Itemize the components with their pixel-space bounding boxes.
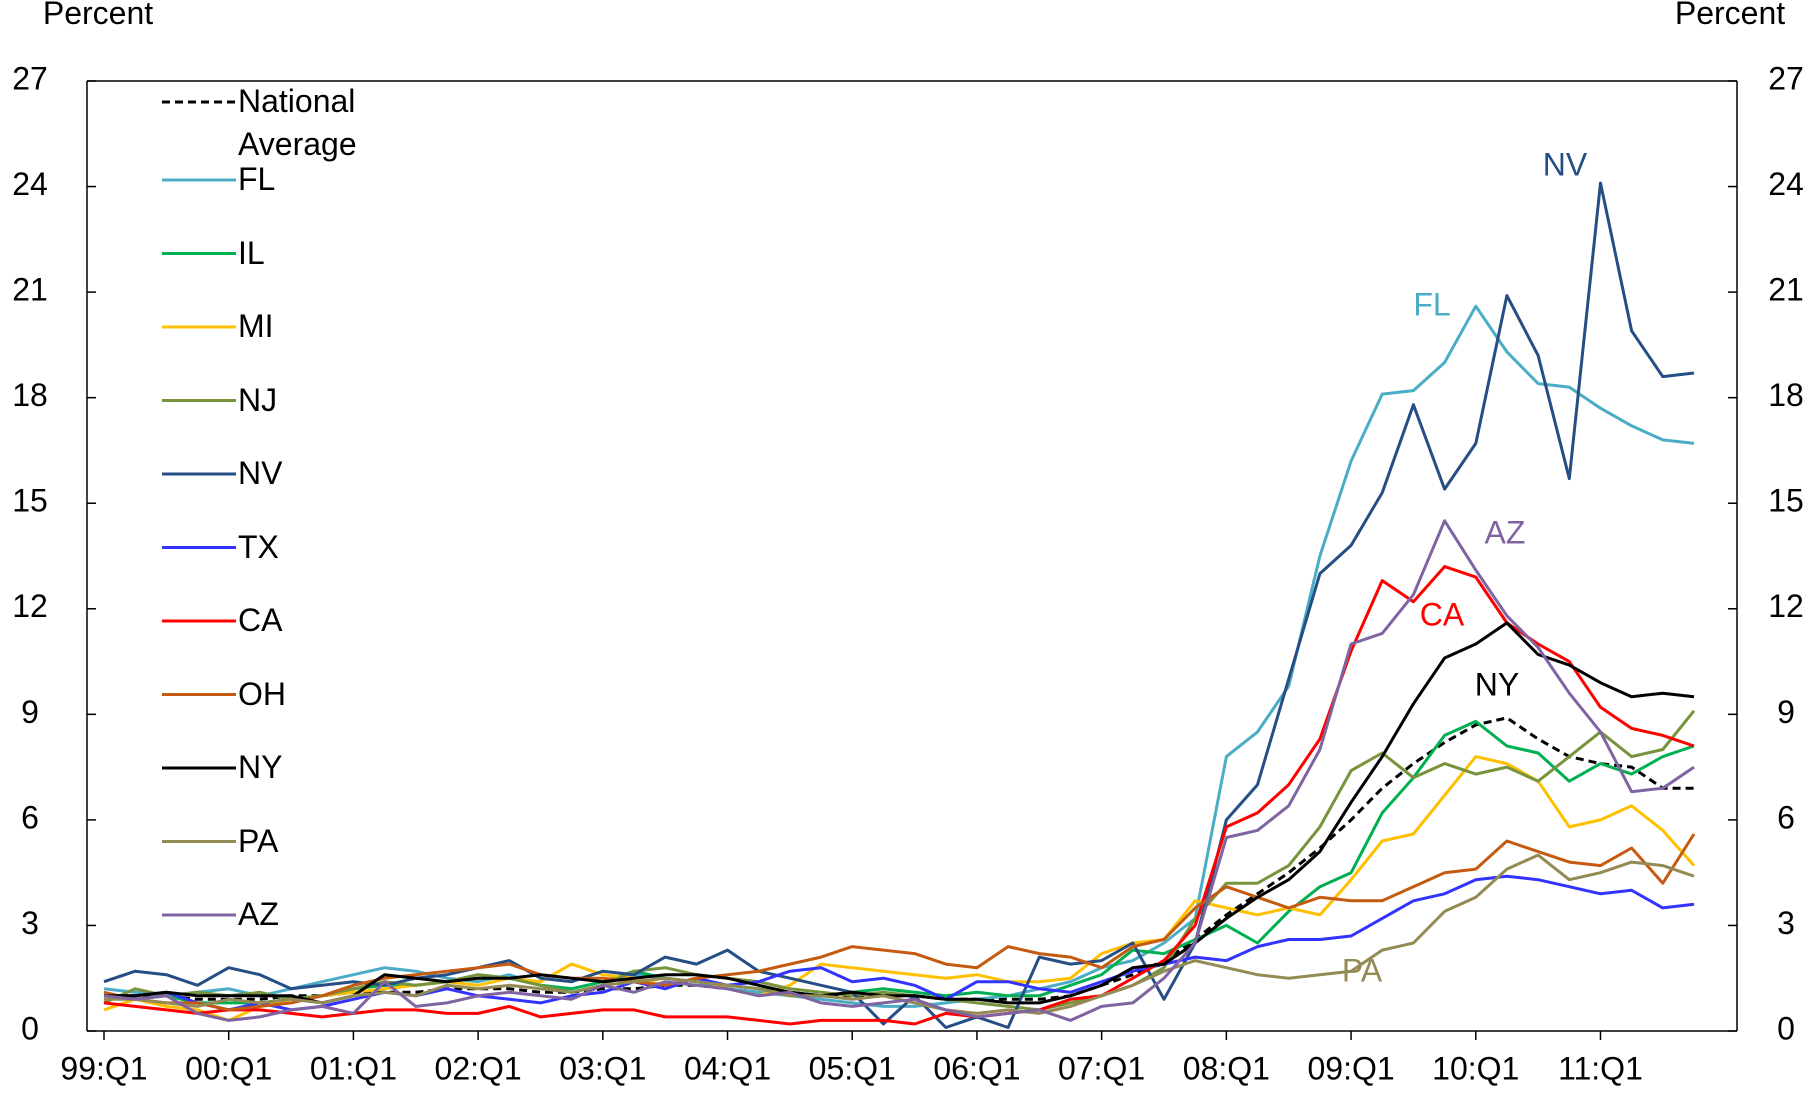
legend-label: MI — [238, 308, 274, 344]
y2-axis-label: Percent — [1675, 0, 1785, 31]
y2-tick-label: 12 — [1768, 588, 1804, 624]
y2-tick-label: 9 — [1777, 694, 1795, 730]
y2-tick-label: 6 — [1777, 799, 1795, 835]
series-line — [103, 519, 1695, 1022]
x-tick-label: 11:Q1 — [1558, 1050, 1643, 1086]
series-line — [103, 833, 1696, 1012]
legend-label: OH — [238, 675, 286, 712]
y2-tick-label: 0 — [1777, 1010, 1795, 1046]
series-annotation: FL — [1413, 286, 1450, 322]
series-annotation: NY — [1475, 666, 1519, 702]
y2-tick-label: 3 — [1777, 905, 1795, 941]
series-line — [103, 755, 1696, 1022]
x-tick-label: 08:Q1 — [1183, 1050, 1270, 1086]
series-line — [104, 621, 1695, 1005]
x-tick-label: 10:Q1 — [1432, 1050, 1519, 1086]
y-tick-label: 6 — [21, 799, 39, 835]
y-tick-label: 9 — [21, 694, 39, 730]
y-tick-label: 12 — [12, 588, 48, 624]
y-tick-label: 21 — [12, 272, 48, 308]
y-tick-label: 24 — [12, 166, 48, 202]
legend-label: NY — [238, 749, 283, 785]
series-line — [104, 853, 1695, 1015]
y-tick-label: 3 — [21, 905, 39, 941]
legend-label: CA — [238, 602, 283, 638]
y2-tick-label: 18 — [1768, 377, 1804, 413]
legend-label: National Average — [238, 83, 357, 162]
y-tick-label: 27 — [12, 60, 48, 96]
series-annotation: NV — [1543, 146, 1588, 182]
y-axis-label: Percent — [43, 0, 153, 31]
x-tick-label: 04:Q1 — [684, 1050, 771, 1086]
y-tick-label: 15 — [12, 483, 48, 519]
series-line — [103, 304, 1695, 1008]
x-tick-label: 06:Q1 — [933, 1050, 1020, 1086]
x-tick-label: 03:Q1 — [559, 1050, 646, 1086]
y2-tick-label: 27 — [1768, 60, 1804, 96]
legend-label: AZ — [238, 896, 279, 932]
x-tick-label: 00:Q1 — [185, 1050, 272, 1086]
y-tick-label: 18 — [12, 377, 48, 413]
x-tick-label: 09:Q1 — [1307, 1050, 1394, 1086]
series-line — [103, 565, 1695, 1026]
legend-label: NV — [238, 455, 283, 491]
x-tick-label: 02:Q1 — [435, 1050, 522, 1086]
y-tick-label: 0 — [21, 1010, 39, 1046]
x-tick-label: 07:Q1 — [1058, 1050, 1145, 1086]
x-tick-label: 99:Q1 — [60, 1050, 147, 1086]
series-annotation: AZ — [1485, 514, 1526, 550]
series-annotation: CA — [1420, 596, 1465, 632]
legend-label: IL — [238, 234, 265, 271]
y2-tick-label: 21 — [1768, 272, 1804, 308]
x-tick-label: 05:Q1 — [809, 1050, 896, 1086]
legend-label: FL — [238, 161, 276, 197]
x-tick-label: 01:Q1 — [310, 1050, 397, 1086]
y2-tick-label: 15 — [1768, 483, 1804, 519]
legend-label: TX — [238, 528, 279, 565]
y2-tick-label: 24 — [1768, 166, 1804, 202]
legend-label: NJ — [238, 381, 278, 418]
series-annotation: PA — [1342, 952, 1383, 988]
legend-label: PA — [238, 822, 279, 859]
